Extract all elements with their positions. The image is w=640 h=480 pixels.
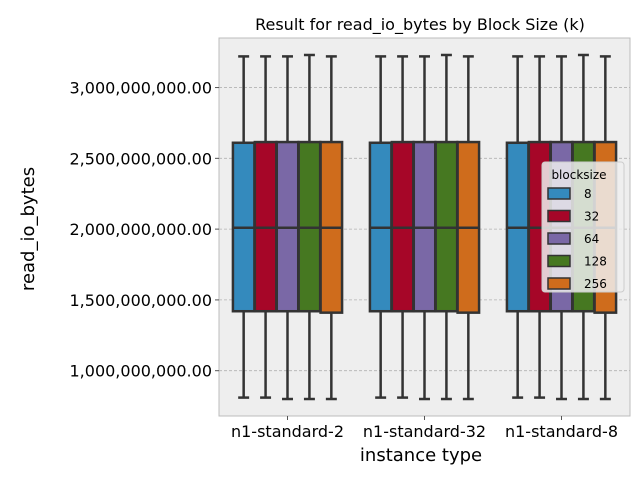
y-tick-label: 1,500,000,000.00 (70, 291, 213, 310)
x-axis-ticks: n1-standard-2 n1-standard-32 n1-standard-8 (231, 416, 618, 441)
y-axis-ticks: 1,000,000,000.00 1,500,000,000.00 2,000,00… (70, 79, 219, 381)
x-axis-label: instance type (360, 445, 482, 466)
y-axis-label: read_io_bytes (18, 167, 39, 291)
y-tick-label: 1,000,000,000.00 (70, 362, 213, 381)
legend-items: 8 32 64 128 256 (547, 187, 607, 291)
box-group-n1-standard-2 (231, 53, 344, 401)
legend-swatch-32 (547, 209, 571, 223)
legend-swatch-256 (547, 277, 571, 290)
y-tick-label: 3,000,000,000.00 (70, 79, 213, 98)
legend-swatch-128 (547, 254, 571, 268)
chart-title: Result for read_io_bytes by Block Size (… (255, 15, 585, 35)
x-tick-label: n1-standard-32 (363, 422, 486, 441)
legend-label-64: 64 (584, 232, 599, 246)
legend-label-256: 256 (584, 277, 607, 291)
y-tick-label: 2,000,000,000.00 (70, 220, 213, 239)
box-group-n1-standard-32 (368, 53, 481, 401)
legend-swatch-8 (547, 187, 571, 200)
legend: blocksize 8 32 64 128 256 (541, 161, 625, 293)
legend-swatch-64 (547, 232, 571, 245)
legend-label-32: 32 (584, 210, 599, 224)
y-tick-label: 2,500,000,000.00 (70, 149, 213, 168)
legend-title: blocksize (551, 168, 606, 182)
x-tick-label: n1-standard-2 (231, 422, 344, 441)
legend-label-8: 8 (584, 187, 592, 201)
x-tick-label: n1-standard-8 (505, 422, 618, 441)
legend-label-128: 128 (584, 255, 607, 269)
